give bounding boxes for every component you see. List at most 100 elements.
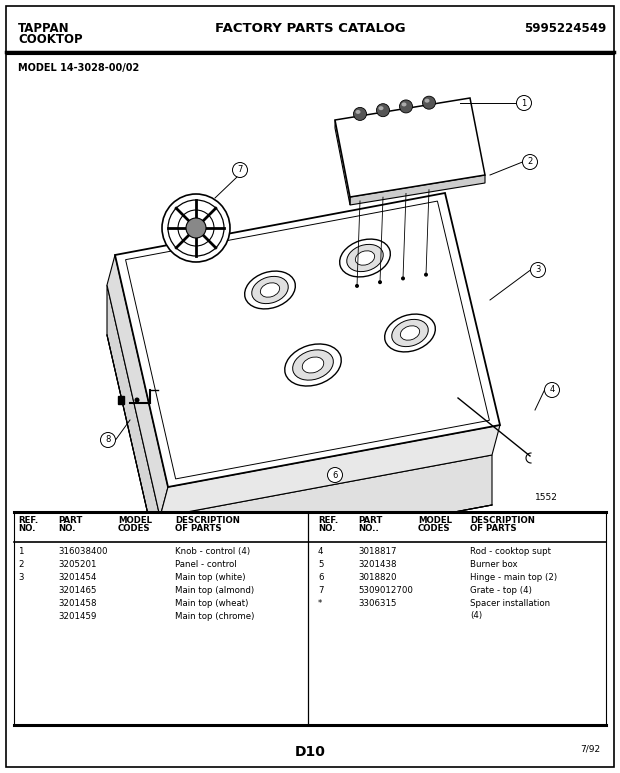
Text: D10: D10 bbox=[294, 745, 326, 759]
Ellipse shape bbox=[401, 325, 420, 340]
Ellipse shape bbox=[347, 244, 383, 271]
Circle shape bbox=[186, 218, 206, 238]
Text: 3018817: 3018817 bbox=[358, 547, 397, 556]
Ellipse shape bbox=[260, 283, 280, 297]
Circle shape bbox=[544, 383, 559, 397]
Text: 3018820: 3018820 bbox=[358, 573, 397, 582]
Text: Main top (chrome): Main top (chrome) bbox=[175, 612, 254, 621]
Text: Panel - control: Panel - control bbox=[175, 560, 237, 569]
Circle shape bbox=[100, 433, 115, 448]
Text: NO.: NO. bbox=[18, 524, 35, 533]
Circle shape bbox=[516, 96, 531, 111]
Ellipse shape bbox=[252, 277, 288, 304]
Text: Grate - top (4): Grate - top (4) bbox=[470, 586, 532, 595]
Circle shape bbox=[135, 397, 140, 403]
Text: DESCRIPTION: DESCRIPTION bbox=[175, 516, 240, 525]
Polygon shape bbox=[335, 120, 350, 205]
Circle shape bbox=[523, 155, 538, 169]
Text: (4): (4) bbox=[470, 611, 482, 620]
Text: Hinge - main top (2): Hinge - main top (2) bbox=[470, 573, 557, 582]
Ellipse shape bbox=[340, 239, 391, 277]
Text: OF PARTS: OF PARTS bbox=[470, 524, 516, 533]
Circle shape bbox=[378, 280, 382, 284]
Ellipse shape bbox=[392, 319, 428, 346]
Ellipse shape bbox=[384, 314, 435, 352]
Text: FACTORY PARTS CATALOG: FACTORY PARTS CATALOG bbox=[215, 22, 405, 35]
Ellipse shape bbox=[303, 357, 324, 373]
Text: 3: 3 bbox=[18, 573, 24, 582]
Text: Spacer installation: Spacer installation bbox=[470, 599, 550, 608]
Polygon shape bbox=[350, 175, 485, 205]
Text: REF.: REF. bbox=[18, 516, 38, 525]
Text: NO.: NO. bbox=[318, 524, 335, 533]
Circle shape bbox=[401, 277, 405, 281]
Text: TAPPAN: TAPPAN bbox=[18, 22, 69, 35]
Text: PART: PART bbox=[358, 516, 383, 525]
Circle shape bbox=[232, 162, 247, 178]
Text: 3201438: 3201438 bbox=[358, 560, 397, 569]
Polygon shape bbox=[335, 98, 485, 197]
Text: REF.: REF. bbox=[318, 516, 339, 525]
Text: MODEL: MODEL bbox=[418, 516, 452, 525]
Circle shape bbox=[355, 284, 359, 288]
Text: 3205201: 3205201 bbox=[58, 560, 97, 569]
Text: 7: 7 bbox=[237, 165, 242, 175]
Text: 7/92: 7/92 bbox=[580, 745, 600, 754]
Text: 7: 7 bbox=[318, 586, 324, 595]
Bar bbox=[14, 512, 606, 725]
Text: MODEL 14-3028-00/02: MODEL 14-3028-00/02 bbox=[18, 63, 140, 73]
Polygon shape bbox=[107, 285, 160, 567]
Text: 6: 6 bbox=[332, 471, 338, 479]
Polygon shape bbox=[160, 455, 492, 567]
Text: CODES: CODES bbox=[418, 524, 451, 533]
Text: OF PARTS: OF PARTS bbox=[175, 524, 221, 533]
Ellipse shape bbox=[422, 96, 435, 109]
Text: 3201465: 3201465 bbox=[58, 586, 97, 595]
Text: 3: 3 bbox=[535, 265, 541, 274]
Text: 4: 4 bbox=[318, 547, 324, 556]
Ellipse shape bbox=[293, 350, 334, 380]
Ellipse shape bbox=[399, 100, 412, 113]
Text: 8: 8 bbox=[105, 435, 111, 444]
Text: 3201459: 3201459 bbox=[58, 612, 96, 621]
Text: Main top (wheat): Main top (wheat) bbox=[175, 599, 249, 608]
Text: Main top (white): Main top (white) bbox=[175, 573, 246, 582]
Text: 316038400: 316038400 bbox=[58, 547, 107, 556]
Text: Knob - control (4): Knob - control (4) bbox=[175, 547, 250, 556]
Ellipse shape bbox=[425, 99, 430, 103]
Circle shape bbox=[531, 263, 546, 278]
Text: NO..: NO.. bbox=[358, 524, 379, 533]
Text: 1: 1 bbox=[521, 98, 526, 107]
Text: CODES: CODES bbox=[118, 524, 151, 533]
Text: 3201458: 3201458 bbox=[58, 599, 97, 608]
Ellipse shape bbox=[353, 107, 366, 121]
Text: 2: 2 bbox=[528, 158, 533, 166]
Ellipse shape bbox=[378, 106, 384, 111]
Text: 1: 1 bbox=[18, 547, 24, 556]
Text: 3306315: 3306315 bbox=[358, 599, 397, 608]
Text: DESCRIPTION: DESCRIPTION bbox=[470, 516, 535, 525]
Ellipse shape bbox=[355, 250, 374, 265]
Text: 6: 6 bbox=[318, 573, 324, 582]
Text: Burner box: Burner box bbox=[470, 560, 518, 569]
Text: PART: PART bbox=[58, 516, 82, 525]
Ellipse shape bbox=[245, 271, 295, 309]
Text: Rod - cooktop supt: Rod - cooktop supt bbox=[470, 547, 551, 556]
Polygon shape bbox=[160, 425, 500, 517]
Text: 3201454: 3201454 bbox=[58, 573, 97, 582]
Ellipse shape bbox=[402, 103, 407, 107]
Circle shape bbox=[327, 468, 342, 482]
Text: 5995224549: 5995224549 bbox=[524, 22, 606, 35]
Circle shape bbox=[424, 273, 428, 277]
Polygon shape bbox=[115, 193, 500, 487]
Text: *: * bbox=[318, 599, 322, 608]
Text: 1552: 1552 bbox=[535, 493, 558, 502]
Text: NO.: NO. bbox=[58, 524, 76, 533]
Text: 5: 5 bbox=[318, 560, 324, 569]
Text: MODEL: MODEL bbox=[118, 516, 152, 525]
Bar bbox=[118, 396, 124, 404]
Polygon shape bbox=[107, 255, 168, 517]
Text: 5309012700: 5309012700 bbox=[358, 586, 413, 595]
Circle shape bbox=[162, 194, 230, 262]
Ellipse shape bbox=[355, 110, 360, 114]
